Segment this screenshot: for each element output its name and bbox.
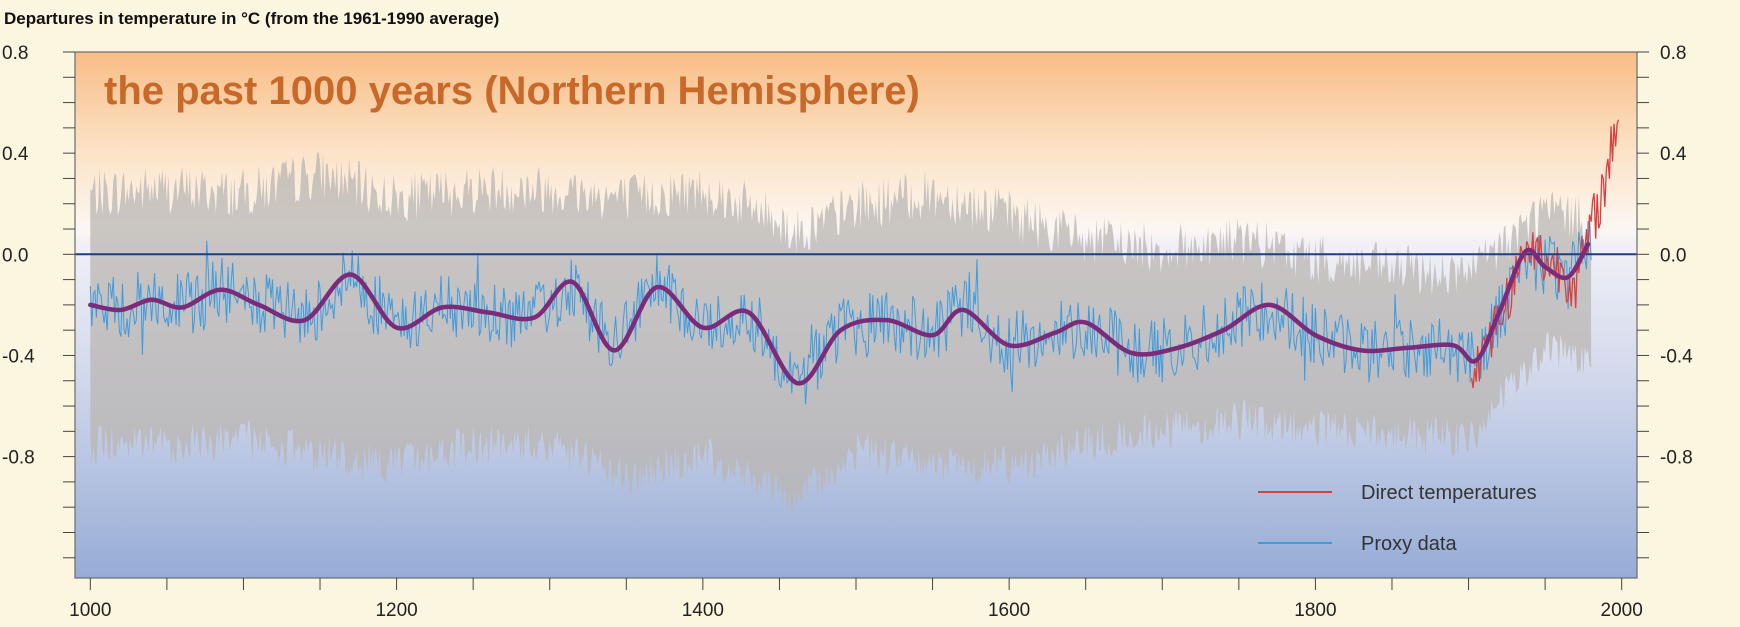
legend-label-proxy: Proxy data <box>1361 533 1457 555</box>
x-tick-label: 2000 <box>1601 600 1643 621</box>
legend: Direct temperatures Proxy data <box>1258 482 1537 555</box>
uncertainty-band <box>90 151 1592 517</box>
x-tick-label: 1600 <box>988 600 1030 621</box>
y-tick-label-left: 0.8 <box>2 43 28 64</box>
x-tick-label: 1200 <box>375 600 417 621</box>
chart-subtitle: the past 1000 years (Northern Hemisphere… <box>104 69 920 113</box>
proxy-uncertainty-band <box>90 151 1592 517</box>
y-tick-label-right: 0.8 <box>1660 43 1686 64</box>
proxy-data-line <box>89 220 1592 405</box>
x-tick-label: 1400 <box>682 600 724 621</box>
proxy-data-series <box>89 220 1592 405</box>
smoothed-proxy-line <box>88 241 1591 386</box>
y-tick-label-left: 0.0 <box>2 245 28 266</box>
legend-label-direct: Direct temperatures <box>1361 482 1537 504</box>
y-tick-label-right: 0.0 <box>1660 245 1686 266</box>
y-tick-label-left: 0.4 <box>2 144 29 165</box>
y-tick-label-left: -0.4 <box>2 346 35 367</box>
chart-title: Departures in temperature in °C (from th… <box>4 9 499 28</box>
y-tick-label-left: -0.8 <box>2 448 35 469</box>
y-tick-label-right: -0.8 <box>1660 448 1693 469</box>
direct-temperature-line <box>1470 119 1620 389</box>
y-tick-label-right: -0.4 <box>1660 346 1693 367</box>
smoothed-proxy-series <box>88 241 1591 386</box>
y-tick-label-right: 0.4 <box>1660 144 1687 165</box>
x-tick-label: 1800 <box>1294 600 1336 621</box>
x-tick-label: 1000 <box>69 600 111 621</box>
axes: 0.8 0.8 0.4 0.4 0.0 0.0 -0.4 -0.4 -0.8 -0.8 1000 12… <box>2 43 1693 621</box>
direct-temperature-series <box>1470 119 1620 389</box>
